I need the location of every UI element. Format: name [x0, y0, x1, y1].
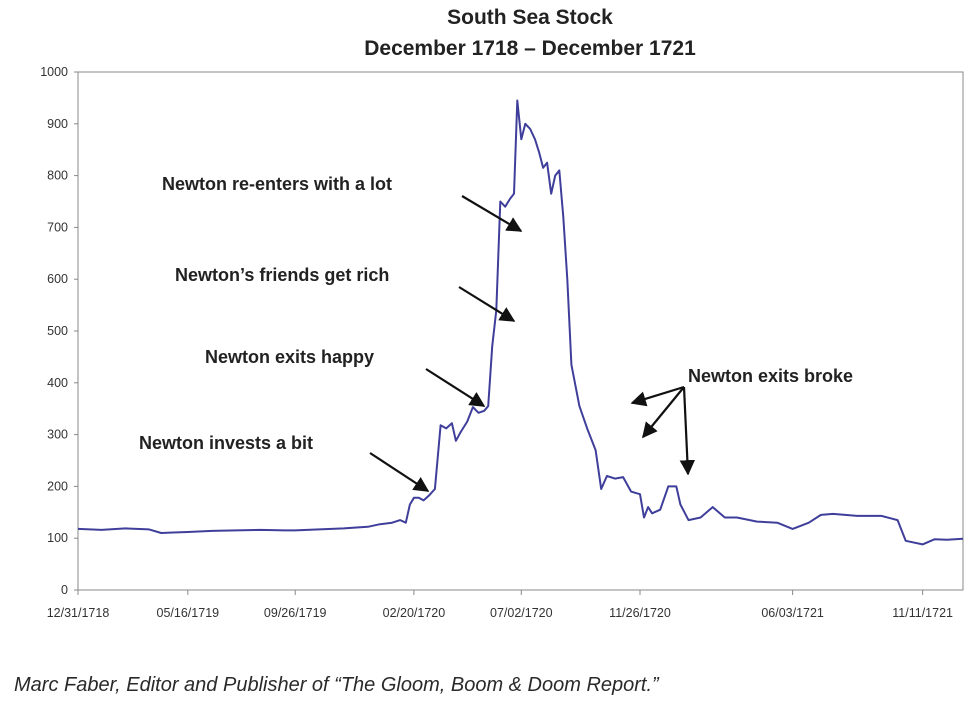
plot-area	[77, 71, 964, 591]
x-tick-label: 11/11/1721	[892, 606, 953, 620]
chart-subtitle: December 1718 – December 1721	[364, 37, 696, 60]
south-sea-stock-chart: South Sea Stock December 1718 – December…	[40, 6, 964, 620]
x-tick-label: 09/26/1719	[264, 606, 327, 620]
y-tick-label: 700	[47, 220, 68, 234]
series-line	[77, 99, 964, 546]
y-tick-label: 100	[47, 531, 68, 545]
y-tick-label: 300	[47, 428, 68, 442]
annotation-arrow	[461, 195, 523, 232]
x-tick-label: 12/31/1718	[47, 606, 110, 620]
y-tick-label: 800	[47, 169, 68, 183]
annotation-arrow	[630, 385, 685, 407]
x-tick-label: 06/03/1721	[761, 606, 824, 620]
annotation-label: Newton re-enters with a lot	[162, 174, 392, 194]
annotation-arrow	[369, 452, 430, 492]
y-tick-label: 400	[47, 376, 68, 390]
annotation-arrow	[642, 386, 685, 439]
chart-title: South Sea Stock	[447, 6, 613, 29]
y-tick-label: 200	[47, 479, 68, 493]
source-caption: Marc Faber, Editor and Publisher of “The…	[14, 674, 659, 696]
annotation-arrow	[425, 368, 486, 407]
y-tick-label: 500	[47, 324, 68, 338]
annotation-label: Newton invests a bit	[139, 433, 313, 453]
x-tick-label: 02/20/1720	[383, 606, 446, 620]
annotation-label: Newton’s friends get rich	[175, 265, 389, 285]
y-tick-label: 0	[61, 583, 68, 597]
y-tick-label: 1000	[40, 65, 68, 79]
annotation-label: Newton exits broke	[688, 366, 853, 386]
y-tick-label: 600	[47, 272, 68, 286]
x-tick-label: 05/16/1719	[157, 606, 220, 620]
annotation-label: Newton exits happy	[205, 347, 374, 367]
annotation-arrow	[679, 386, 696, 476]
x-tick-label: 11/26/1720	[609, 606, 671, 620]
y-tick-label: 900	[47, 117, 68, 131]
x-tick-label: 07/02/1720	[490, 606, 553, 620]
annotation-arrow	[458, 286, 516, 322]
